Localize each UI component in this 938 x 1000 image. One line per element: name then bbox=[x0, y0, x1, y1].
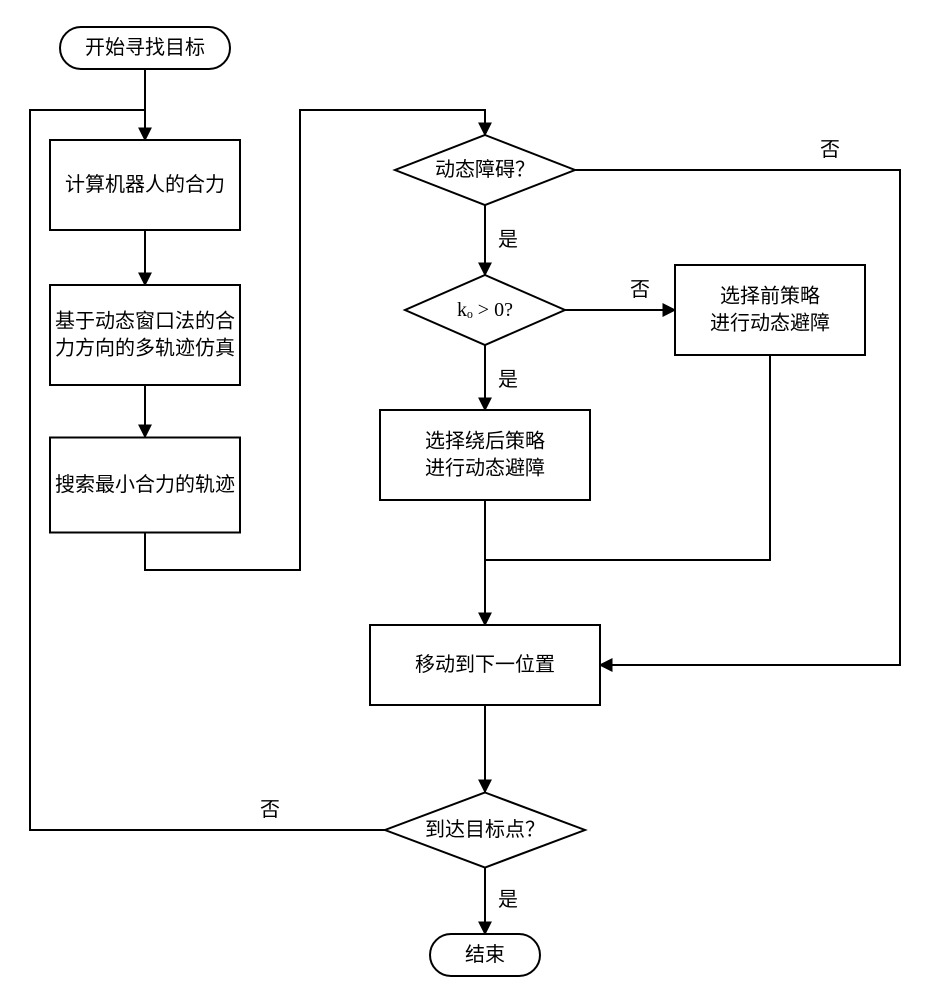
flowchart-canvas: 开始寻找目标计算机器人的合力基于动态窗口法的合力方向的多轨迹仿真搜索最小合力的轨… bbox=[0, 0, 938, 1000]
node-p2: 基于动态窗口法的合力方向的多轨迹仿真 bbox=[50, 285, 240, 385]
edge-label-2: 是 bbox=[498, 369, 518, 391]
edge-labels-layer: 是否是否是否 bbox=[260, 139, 840, 911]
edge-label-3: 否 bbox=[630, 279, 650, 301]
edge-label-5: 否 bbox=[260, 799, 280, 821]
node-p6: 移动到下一位置 bbox=[370, 625, 600, 705]
edge-label-0: 是 bbox=[498, 229, 518, 251]
node-d2: kₒ > 0? bbox=[405, 275, 565, 345]
node-d2-text: kₒ > 0? bbox=[457, 299, 513, 321]
edge-5 bbox=[575, 170, 900, 665]
node-p1-text: 计算机器人的合力 bbox=[65, 173, 225, 196]
node-d1: 动态障碍？ bbox=[395, 135, 575, 205]
node-p6-text: 移动到下一位置 bbox=[415, 653, 555, 676]
node-p1: 计算机器人的合力 bbox=[50, 140, 240, 230]
edge-label-1: 否 bbox=[820, 139, 840, 161]
node-start-text: 开始寻找目标 bbox=[85, 36, 205, 59]
node-p3-text: 搜索最小合力的轨迹 bbox=[55, 473, 235, 496]
node-d3: 到达目标点？ bbox=[385, 793, 585, 868]
edge-label-4: 是 bbox=[498, 889, 518, 911]
node-start: 开始寻找目标 bbox=[60, 27, 230, 69]
node-end-text: 结束 bbox=[465, 943, 505, 966]
node-p4: 选择绕后策略进行动态避障 bbox=[380, 410, 590, 500]
node-p4-text: 进行动态避障 bbox=[425, 457, 545, 480]
node-p4-text: 选择绕后策略 bbox=[425, 430, 545, 453]
node-d1-text: 动态障碍？ bbox=[435, 158, 535, 181]
node-p5: 选择前策略进行动态避障 bbox=[675, 265, 865, 355]
node-end: 结束 bbox=[430, 934, 540, 976]
node-p3: 搜索最小合力的轨迹 bbox=[50, 438, 240, 533]
node-d3-text: 到达目标点？ bbox=[425, 818, 545, 841]
node-p2-text: 基于动态窗口法的合 bbox=[55, 310, 235, 333]
node-p2-text: 力方向的多轨迹仿真 bbox=[55, 337, 235, 360]
node-p5-text: 进行动态避障 bbox=[710, 312, 830, 335]
node-p5-text: 选择前策略 bbox=[720, 285, 820, 308]
